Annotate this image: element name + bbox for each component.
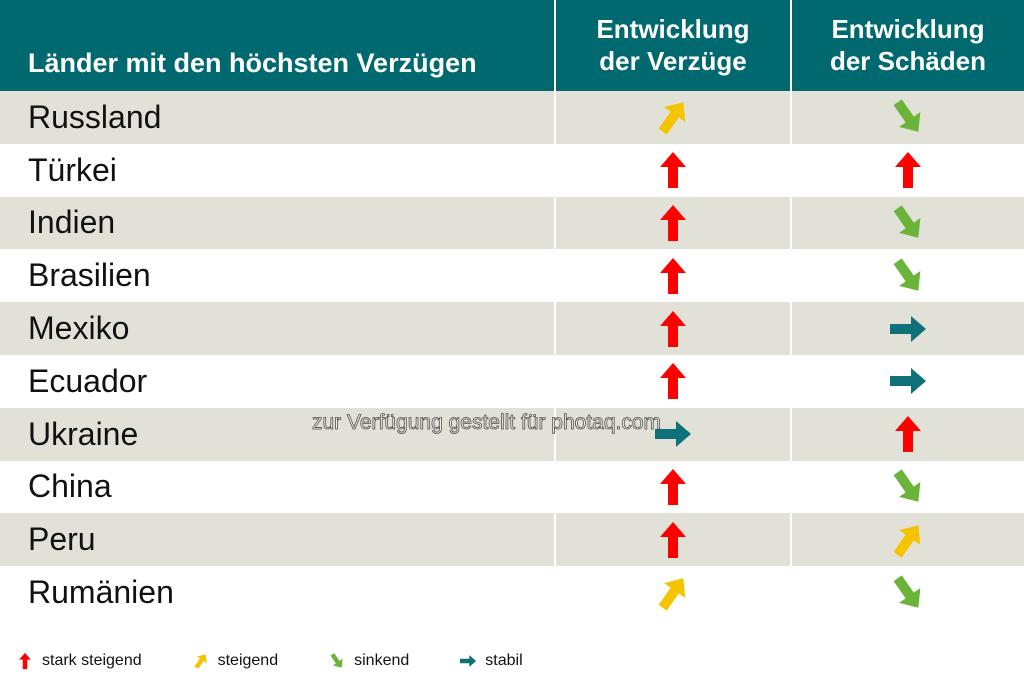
table-row: China — [0, 460, 1024, 514]
verzuege-trend-cell — [554, 566, 790, 619]
stark-steigend-arrow-icon — [19, 652, 31, 670]
country-name: Mexiko — [28, 310, 130, 347]
country-name: Indien — [28, 204, 116, 241]
schaeden-header-line1: Entwicklung — [831, 14, 985, 45]
verzuege-trend-cell — [554, 91, 790, 144]
stark-steigend-arrow-icon — [895, 416, 921, 453]
country-name: Türkei — [28, 151, 117, 188]
sinkend-arrow-icon — [893, 574, 921, 608]
verzuege-trend-cell — [554, 407, 790, 461]
schaeden-trend-cell — [790, 249, 1024, 303]
sinkend-arrow-icon — [893, 469, 921, 502]
stark-steigend-arrow-icon — [895, 152, 921, 189]
stark-steigend-arrow-icon — [660, 468, 686, 505]
schaeden-column-header: Entwicklung der Schäden — [790, 0, 1024, 91]
watermark: zur Verfügung gestellt für photaq.com — [312, 411, 662, 435]
table-body: Russland Türkei Indien Brasilien Mexiko Ecuad… — [0, 91, 1024, 619]
verzuege-trend-cell — [554, 196, 790, 250]
legend: stark steigend steigend sinkend stabil — [16, 652, 573, 670]
table-header: Länder mit den höchsten Verzügen Entwick… — [0, 0, 1024, 91]
country-name: Ukraine — [28, 415, 139, 452]
sinkend-arrow-icon — [893, 205, 921, 238]
stark-steigend-arrow-icon — [660, 257, 686, 294]
steigend-arrow-icon — [658, 577, 686, 611]
schaeden-trend-cell — [790, 566, 1024, 619]
table-row: Russland — [0, 91, 1024, 144]
schaeden-trend-cell — [790, 513, 1024, 567]
country-name: Ecuador — [28, 362, 148, 399]
schaeden-header-line2: der Schäden — [829, 45, 987, 76]
country-name: China — [28, 468, 112, 505]
verzuege-trend-cell — [554, 460, 790, 514]
legend-item-sinkend: sinkend — [328, 652, 409, 670]
verzuege-header-line1: Entwicklung — [596, 14, 750, 45]
sinkend-arrow-icon — [893, 99, 921, 133]
verzuege-trend-cell — [554, 354, 790, 408]
table-row: Indien — [0, 196, 1024, 250]
stark-steigend-arrow-icon — [660, 521, 686, 558]
schaeden-trend-cell — [790, 196, 1024, 250]
schaeden-trend-cell — [790, 302, 1024, 355]
verzuege-trend-cell — [554, 302, 790, 355]
schaeden-trend-cell — [790, 143, 1024, 197]
country-name: Russland — [28, 98, 162, 135]
steigend-arrow-icon — [658, 102, 686, 136]
table-row: Peru — [0, 513, 1024, 567]
country-name: Brasilien — [28, 257, 151, 294]
table-row: Brasilien — [0, 249, 1024, 303]
schaeden-trend-cell — [790, 354, 1024, 408]
stabil-arrow-icon — [890, 315, 926, 342]
stark-steigend-arrow-icon — [660, 310, 686, 347]
verzuege-trend-cell — [554, 143, 790, 197]
legend-item-stark-steigend: stark steigend — [16, 652, 142, 670]
table-row: Ukraine — [0, 407, 1024, 461]
legend-label: stark steigend — [42, 652, 142, 669]
table-row: Rumänien — [0, 566, 1024, 619]
stark-steigend-arrow-icon — [660, 363, 686, 400]
stabil-arrow-icon — [890, 368, 926, 395]
schaeden-trend-cell — [790, 407, 1024, 461]
stark-steigend-arrow-icon — [660, 152, 686, 189]
verzuege-trend-cell — [554, 513, 790, 567]
legend-label: stabil — [485, 652, 523, 669]
steigend-arrow-icon — [194, 654, 207, 669]
schaeden-trend-cell — [790, 91, 1024, 144]
legend-label: steigend — [217, 652, 279, 669]
country-name: Rumänien — [28, 574, 174, 611]
stark-steigend-arrow-icon — [660, 204, 686, 241]
legend-item-stabil: stabil — [459, 652, 523, 670]
table-row: Mexiko — [0, 302, 1024, 355]
schaeden-trend-cell — [790, 460, 1024, 514]
verzuege-header-line2: der Verzüge — [599, 45, 747, 76]
verzuege-column-header: Entwicklung der Verzüge — [554, 0, 790, 91]
country-column-header: Länder mit den höchsten Verzügen — [0, 0, 554, 91]
stabil-arrow-icon — [655, 421, 691, 448]
steigend-arrow-icon — [893, 525, 921, 558]
country-column-header-label: Länder mit den höchsten Verzügen — [28, 48, 477, 78]
table-row: Ecuador — [0, 354, 1024, 408]
stabil-arrow-icon — [460, 655, 477, 667]
table-row: Türkei — [0, 143, 1024, 197]
legend-item-steigend: steigend — [192, 652, 279, 670]
sinkend-arrow-icon — [893, 258, 921, 291]
country-name: Peru — [28, 521, 96, 558]
trend-table: Länder mit den höchsten Verzügen Entwick… — [0, 0, 1024, 619]
verzuege-trend-cell — [554, 249, 790, 303]
legend-label: sinkend — [354, 652, 410, 669]
sinkend-arrow-icon — [330, 653, 343, 668]
